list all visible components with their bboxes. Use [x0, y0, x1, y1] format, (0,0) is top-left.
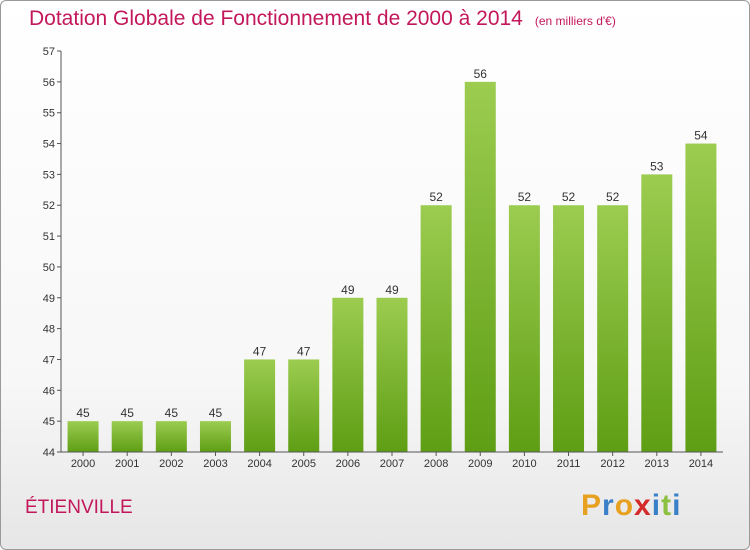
x-tick-label: 2000	[71, 458, 95, 470]
title-text: Dotation Globale de Fonctionnement de 20…	[29, 7, 523, 30]
data-label: 47	[297, 344, 311, 358]
y-tick-label: 56	[43, 77, 55, 89]
data-label: 45	[209, 406, 223, 420]
logo-letter: t	[661, 489, 673, 522]
y-tick-label: 53	[43, 169, 55, 181]
bar-2006	[332, 297, 364, 452]
x-tick-label: 2013	[645, 458, 669, 470]
data-label: 49	[385, 283, 399, 297]
bar-2014	[685, 143, 717, 453]
y-tick-label: 44	[43, 447, 55, 459]
logo-letter: r	[602, 489, 615, 522]
bar-2004	[244, 359, 276, 452]
chart-title: Dotation Globale de Fonctionnement de 20…	[29, 7, 616, 31]
x-tick-label: 2006	[336, 458, 360, 470]
data-label: 54	[694, 129, 708, 143]
data-label: 52	[606, 190, 620, 204]
bar-2000	[67, 421, 99, 452]
x-tick-label: 2005	[291, 458, 315, 470]
x-tick-label: 2004	[247, 458, 271, 470]
bar-2009	[464, 81, 496, 452]
y-axis: 44 45 46 47 48 49 50 51 52 53 54 55 56 57	[43, 46, 62, 459]
data-label: 45	[165, 406, 179, 420]
chart-subtitle: (en milliers d'€)	[534, 14, 616, 28]
logo-letter: o	[614, 489, 635, 522]
bar-2013	[641, 174, 673, 452]
x-tick-label: 2014	[689, 458, 713, 470]
logo-letter: i	[672, 489, 682, 522]
y-tick-label: 54	[43, 139, 55, 151]
data-label: 49	[341, 283, 355, 297]
y-tick-label: 49	[43, 293, 55, 305]
y-tick-label: 51	[43, 231, 55, 243]
x-tick-label: 2002	[159, 458, 183, 470]
y-tick-label: 52	[43, 200, 55, 212]
data-label: 52	[429, 190, 443, 204]
data-label: 52	[562, 190, 576, 204]
data-label: 45	[76, 406, 90, 420]
bar-2007	[376, 297, 408, 452]
y-tick-label: 50	[43, 262, 55, 274]
x-tick-label: 2012	[600, 458, 624, 470]
data-label: 45	[121, 406, 135, 420]
y-tick-label: 57	[43, 46, 55, 58]
y-tick-label: 47	[43, 354, 55, 366]
data-label: 47	[253, 344, 267, 358]
logo-letter: P	[581, 489, 603, 522]
logo-letter: i	[651, 489, 662, 522]
x-tick-label: 2011	[557, 458, 581, 470]
bar-2002	[155, 421, 187, 452]
bar-2008	[420, 205, 452, 452]
proxiti-logo: Proxiti	[581, 489, 681, 523]
x-tick-label: 2003	[203, 458, 227, 470]
x-tick-label: 2001	[115, 458, 139, 470]
data-label: 52	[518, 190, 532, 204]
x-axis: 2000 2001 2002 2003 2004 2005 2006 2007 2008 2009…	[61, 451, 723, 470]
x-tick-label: 2010	[512, 458, 536, 470]
bars-group: 45 45 45 45 47 47 49 49 52 56 52 52 52 53 54	[67, 67, 717, 453]
data-label: 56	[474, 67, 488, 81]
bar-2011	[553, 205, 585, 452]
bar-2012	[597, 205, 629, 452]
bar-2010	[508, 205, 540, 452]
bar-2001	[111, 421, 143, 452]
logo-letter: x	[634, 489, 652, 522]
y-tick-label: 55	[43, 108, 55, 120]
x-tick-label: 2009	[468, 458, 492, 470]
y-tick-label: 46	[43, 385, 55, 397]
town-name: ÉTIENVILLE	[25, 497, 133, 518]
x-tick-label: 2008	[424, 458, 448, 470]
y-tick-label: 48	[43, 324, 55, 336]
bar-2005	[288, 359, 320, 452]
bar-2003	[199, 421, 231, 452]
x-tick-label: 2007	[380, 458, 404, 470]
data-label: 53	[650, 159, 664, 173]
y-tick-label: 45	[43, 416, 55, 428]
